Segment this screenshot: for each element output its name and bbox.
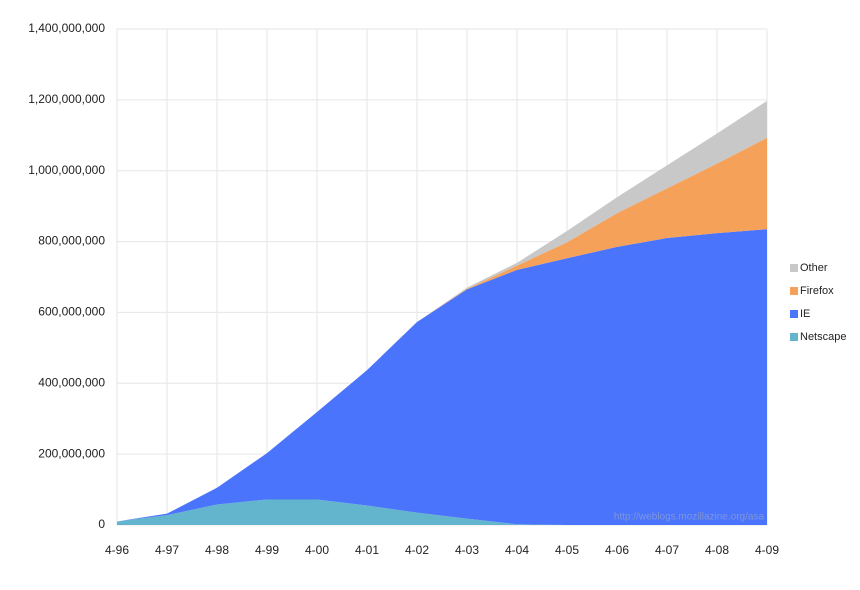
area — [117, 499, 767, 525]
x-tick-label: 4-96 — [105, 543, 129, 557]
legend-swatch — [790, 264, 798, 272]
legend-label: Other — [800, 262, 828, 274]
x-tick-label: 4-97 — [155, 543, 179, 557]
legend-swatch — [790, 310, 798, 318]
x-tick-label: 4-09 — [755, 543, 779, 557]
y-tick-label: 1,400,000,000 — [28, 21, 105, 35]
x-tick-label: 4-06 — [605, 543, 629, 557]
x-tick-label: 4-08 — [705, 543, 729, 557]
y-tick-label: 600,000,000 — [38, 305, 105, 319]
legend-label: IE — [800, 308, 810, 320]
area — [117, 100, 767, 522]
y-tick-label: 400,000,000 — [38, 375, 105, 389]
x-tick-label: 4-01 — [355, 543, 379, 557]
y-tick-label: 800,000,000 — [38, 234, 105, 248]
x-tick-label: 4-03 — [455, 543, 479, 557]
x-tick-label: 4-99 — [255, 543, 279, 557]
legend-label: Netscape — [800, 331, 846, 343]
x-tick-label: 4-00 — [305, 543, 329, 557]
x-tick-label: 4-04 — [505, 543, 529, 557]
x-tick-label: 4-02 — [405, 543, 429, 557]
y-tick-label: 0 — [98, 517, 105, 531]
y-tick-label: 200,000,000 — [38, 446, 105, 460]
y-tick-label: 1,000,000,000 — [28, 163, 105, 177]
x-tick-label: 4-07 — [655, 543, 679, 557]
x-tick-label: 4-98 — [205, 543, 229, 557]
area — [117, 137, 767, 522]
legend-swatch — [790, 287, 798, 295]
y-tick-label: 1,200,000,000 — [28, 92, 105, 106]
x-tick-label: 4-05 — [555, 543, 579, 557]
legend-swatch — [790, 333, 798, 341]
area — [117, 229, 767, 525]
legend-label: Firefox — [800, 285, 834, 297]
annotation: http://weblogs.mozillazine.org/asa — [614, 512, 765, 523]
